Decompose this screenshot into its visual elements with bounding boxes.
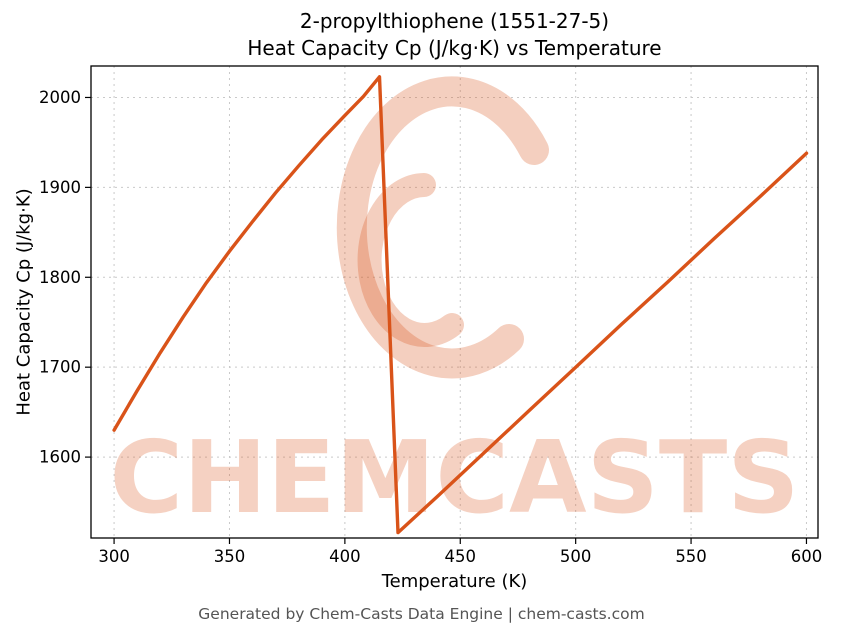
y-tick-label: 1900 xyxy=(39,178,81,197)
x-tick-label: 350 xyxy=(214,547,246,566)
x-tick-label: 500 xyxy=(560,547,592,566)
x-axis-label: Temperature (K) xyxy=(381,571,528,592)
watermark-text: CHEMCASTS xyxy=(110,419,800,536)
x-tick-label: 400 xyxy=(329,547,361,566)
y-axis-label: Heat Capacity Cp (J/kg·K) xyxy=(13,188,35,416)
chart-title-line1: 2-propylthiophene (1551-27-5) xyxy=(299,9,610,33)
y-tick-label: 2000 xyxy=(39,88,81,107)
x-tick-label: 450 xyxy=(445,547,477,566)
y-tick-label: 1700 xyxy=(39,358,81,377)
watermark-logo-inner-icon xyxy=(357,173,464,347)
chart-title-line2: Heat Capacity Cp (J/kg·K) vs Temperature xyxy=(247,36,662,60)
y-tick-label: 1600 xyxy=(39,448,81,467)
x-tick-label: 600 xyxy=(791,547,823,566)
x-tick-label: 550 xyxy=(675,547,707,566)
axes-border xyxy=(90,65,819,539)
watermark-logo-icon xyxy=(336,76,549,379)
cp-line-series xyxy=(112,75,809,535)
y-tick-label: 1800 xyxy=(39,268,81,287)
x-tick-label: 300 xyxy=(98,547,130,566)
footer-credit: Generated by Chem-Casts Data Engine | ch… xyxy=(198,605,645,623)
chart-title: 2-propylthiophene (1551-27-5) Heat Capac… xyxy=(91,8,818,62)
